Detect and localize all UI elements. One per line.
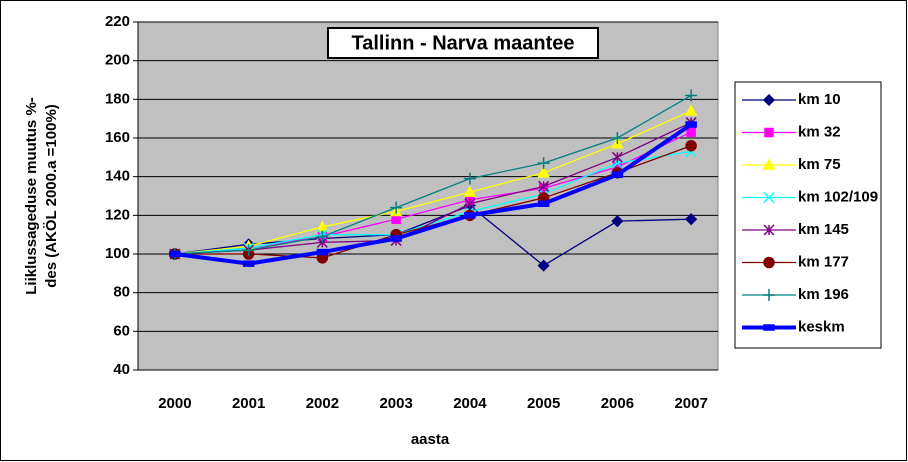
marker (685, 121, 697, 128)
marker (763, 224, 775, 236)
y-tick-label: 200 (105, 52, 130, 69)
marker (763, 256, 775, 269)
marker (242, 244, 255, 257)
x-axis-label: aasta (411, 431, 450, 448)
y-tick-label: 220 (105, 13, 130, 30)
y-tick-label: 140 (105, 168, 130, 185)
legend-label: km 177 (798, 253, 849, 270)
marker (316, 230, 329, 243)
x-tick-label: 2000 (158, 395, 191, 412)
marker (463, 185, 477, 197)
y-tick-label: 160 (105, 129, 130, 146)
y-axis-label: Liiklussageduse muutus %- des (AKÖL 2000… (23, 97, 60, 295)
x-tick-label: 2005 (527, 395, 560, 412)
legend-label: km 145 (798, 221, 849, 238)
marker (763, 324, 775, 331)
marker (390, 201, 403, 214)
x-tick-label: 2002 (306, 395, 339, 412)
marker (685, 89, 698, 102)
marker (685, 139, 697, 152)
y-tick-label: 120 (105, 206, 130, 223)
title-box (327, 27, 599, 59)
legend-label: keskm (798, 318, 845, 335)
x-tick-label: 2003 (379, 395, 412, 412)
chart-title: Tallinn - Narva maantee (351, 32, 574, 54)
marker (611, 151, 623, 163)
marker (762, 158, 776, 170)
series (169, 121, 697, 267)
series-line (174, 94, 692, 255)
x-tick-label: 2007 (674, 395, 707, 412)
legend-box (734, 81, 882, 349)
marker (464, 212, 476, 219)
marker (390, 235, 402, 242)
legend-label: km 196 (798, 286, 849, 303)
marker (169, 250, 181, 258)
marker (611, 171, 624, 178)
marker (685, 213, 698, 226)
marker (537, 200, 550, 207)
series-line (174, 150, 692, 255)
marker (538, 180, 550, 192)
marker (764, 127, 774, 138)
marker (762, 93, 776, 107)
marker (763, 191, 775, 204)
y-tick-label: 40 (113, 361, 130, 378)
series-line (174, 110, 692, 255)
legend-label: km 10 (798, 91, 841, 108)
marker (684, 104, 698, 116)
marker (763, 289, 775, 301)
y-tick-label: 80 (113, 284, 130, 301)
marker (391, 214, 401, 224)
marker (537, 157, 550, 170)
marker (611, 215, 624, 228)
plot-area (137, 21, 719, 371)
marker (242, 260, 255, 267)
marker (611, 132, 624, 144)
y-axis-label-line: Liiklussageduse muutus %- (23, 97, 40, 295)
y-tick-label: 180 (105, 90, 130, 107)
series-line (174, 121, 692, 255)
x-tick-label: 2001 (232, 395, 265, 412)
x-tick-label: 2004 (453, 395, 487, 412)
legend-label: km 102/109 (798, 188, 878, 205)
marker (463, 172, 476, 185)
marker (464, 198, 476, 210)
x-tick-label: 2006 (601, 395, 634, 412)
y-axis-label-line: des (AKÖL 2000.a =100%) (43, 104, 60, 288)
marker (686, 127, 696, 137)
y-tick-label: 60 (113, 322, 130, 339)
marker (316, 248, 329, 256)
legend-label: km 75 (798, 156, 841, 173)
marker (537, 259, 550, 272)
y-tick-label: 100 (105, 245, 130, 262)
series-line (174, 122, 693, 266)
marker (537, 166, 550, 178)
series (168, 89, 698, 260)
legend-label: km 32 (798, 123, 841, 140)
